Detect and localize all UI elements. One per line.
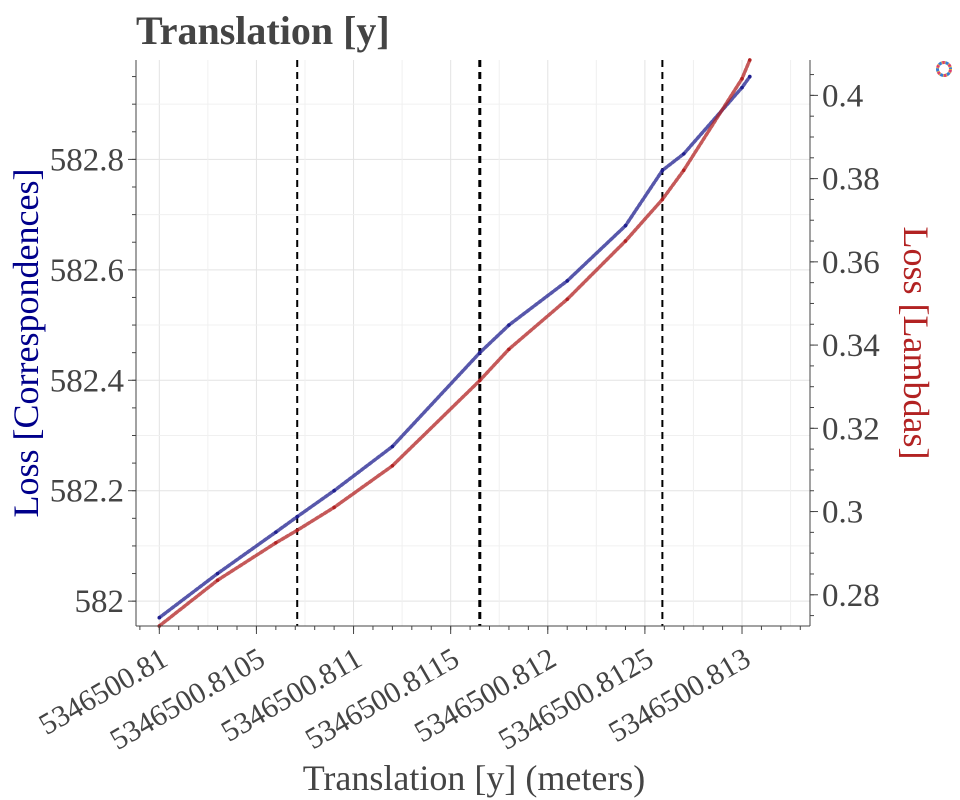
data-point-correspondences bbox=[740, 85, 744, 90]
data-point-correspondences bbox=[507, 323, 511, 327]
data-point-correspondences bbox=[295, 514, 300, 519]
y-right-tick-label: 0.3 bbox=[822, 495, 863, 531]
y-axis-label-right: Loss [Lambdas] bbox=[896, 227, 936, 460]
y-right-tick-label: 0.34 bbox=[822, 328, 880, 364]
y-right-tick-label: 0.4 bbox=[822, 78, 863, 114]
y-left-tick-label: 582.2 bbox=[50, 474, 124, 510]
y-right-tick-label: 0.32 bbox=[822, 411, 880, 447]
data-point-lambdas bbox=[295, 528, 300, 533]
y-left-tick-label: 582 bbox=[75, 584, 125, 620]
data-point-correspondences bbox=[332, 488, 336, 493]
data-point-lambdas bbox=[740, 76, 744, 81]
data-point-correspondences bbox=[681, 152, 686, 156]
vertical-reference-lines bbox=[296, 60, 664, 626]
data-point-lambdas bbox=[390, 463, 395, 468]
data-point-lambdas bbox=[565, 297, 570, 302]
y-axis-label-left: Loss [Correspondences] bbox=[6, 169, 46, 518]
data-point-lambdas bbox=[681, 168, 686, 173]
data-point-correspondences bbox=[747, 74, 752, 79]
data-point-correspondences bbox=[565, 279, 570, 283]
y-left-tick-label: 582.4 bbox=[50, 363, 124, 399]
data-point-correspondences bbox=[623, 223, 628, 228]
y-right-tick-label: 0.36 bbox=[822, 245, 880, 281]
data-point-lambdas bbox=[747, 58, 752, 62]
data-point-correspondences bbox=[390, 444, 395, 449]
plotly-style-logo-icon[interactable] bbox=[934, 59, 954, 79]
data-point-lambdas bbox=[660, 197, 665, 202]
data-series bbox=[157, 58, 752, 628]
y-left-tick-label: 582.8 bbox=[50, 142, 124, 178]
series-line-correspondences bbox=[157, 74, 752, 620]
data-point-lambdas bbox=[274, 540, 278, 545]
data-point-correspondences bbox=[157, 615, 162, 620]
x-axis-label: Translation [y] (meters) bbox=[303, 758, 646, 798]
data-point-correspondences bbox=[660, 168, 665, 173]
data-point-lambdas bbox=[215, 578, 220, 583]
tick-labels: 582 582.2 582.4 582.6 582.8 0.28 0.3 0.32 0.34 0.… bbox=[33, 78, 879, 756]
axes bbox=[128, 60, 818, 634]
data-point-correspondences bbox=[215, 571, 220, 576]
data-point-lambdas bbox=[623, 239, 628, 243]
series-line-lambdas bbox=[157, 58, 752, 628]
data-point-lambdas bbox=[507, 347, 511, 352]
data-point-lambdas bbox=[477, 378, 482, 383]
data-point-correspondences bbox=[274, 530, 278, 534]
data-point-correspondences bbox=[477, 350, 482, 355]
data-point-lambdas bbox=[332, 505, 336, 510]
y-right-tick-label: 0.28 bbox=[822, 578, 880, 614]
grid bbox=[136, 60, 810, 626]
chart-title: Translation [y] bbox=[136, 8, 390, 53]
y-right-tick-label: 0.38 bbox=[822, 162, 880, 198]
y-left-tick-label: 582.6 bbox=[50, 253, 124, 289]
